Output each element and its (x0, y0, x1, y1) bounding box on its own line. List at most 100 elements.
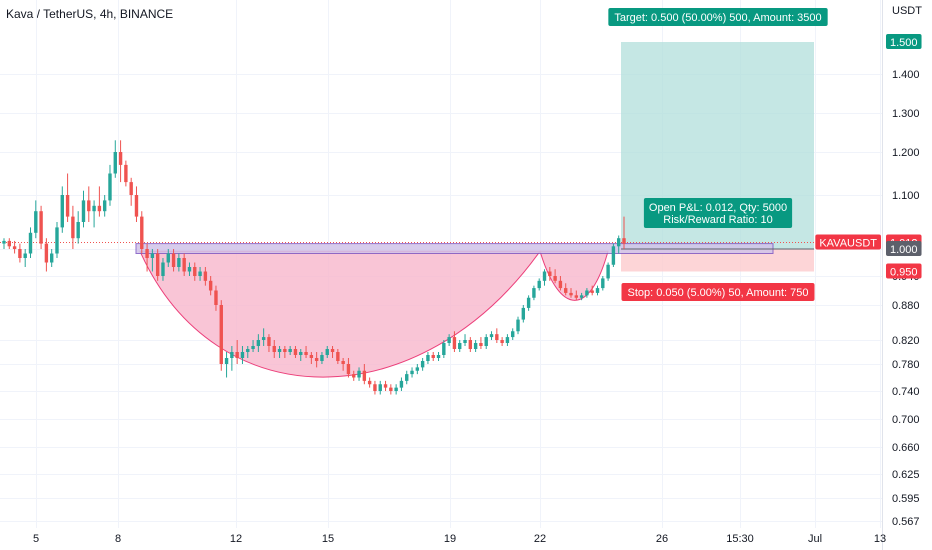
candle-body (182, 258, 186, 272)
candle-body (76, 222, 80, 239)
time-axis[interactable]: 5 8 12 15 19 22 26 15:30 Jul 13 (33, 533, 886, 545)
candle-body (373, 384, 377, 391)
candle (463, 334, 467, 346)
candle-body (511, 331, 515, 338)
candle-body (272, 346, 276, 352)
entry-price-text: 1.000 (890, 244, 918, 256)
candle (97, 186, 102, 217)
candle (458, 340, 462, 352)
price-tick-label: 0.700 (892, 414, 920, 426)
candle (299, 349, 303, 361)
time-tick-label: 15 (322, 533, 334, 545)
candle (426, 352, 430, 364)
candle-body (309, 355, 314, 358)
candle-body (431, 355, 435, 358)
candle (489, 331, 494, 340)
candle (622, 216, 626, 249)
candle (611, 243, 616, 267)
candle-body (23, 253, 27, 258)
candle (129, 177, 133, 206)
candle-body (28, 232, 33, 254)
candle (617, 235, 621, 254)
candle (569, 288, 573, 298)
candle (177, 253, 181, 272)
candle (267, 334, 271, 352)
candle (256, 334, 261, 352)
candle (214, 285, 218, 311)
chart-title: Kava / TetherUS, 4h, BINANCE (6, 7, 174, 21)
candle (383, 380, 388, 391)
candle-body (304, 352, 308, 355)
candle (325, 346, 329, 358)
candle-body (336, 352, 340, 361)
candle-body (177, 258, 181, 267)
time-tick-label: 13 (874, 533, 886, 545)
candle (235, 340, 239, 364)
candle (87, 186, 91, 222)
candle (595, 285, 600, 296)
candle-body (193, 267, 197, 276)
candle (330, 346, 335, 358)
candle-body (283, 349, 287, 352)
candle (81, 190, 86, 228)
candle-body (574, 295, 579, 298)
candle (537, 278, 541, 291)
price-tick-label: 0.780 (892, 359, 920, 371)
stop-price-badge: 0.950 (886, 263, 922, 279)
candle (283, 346, 287, 358)
symbol-text: KAVAUSDT (819, 238, 877, 250)
candle (505, 334, 510, 346)
time-tick-label: 5 (33, 533, 39, 545)
candle (405, 370, 409, 385)
candle-body (352, 374, 356, 378)
price-tick-label: 0.660 (892, 442, 920, 454)
candle (261, 328, 266, 346)
price-tick-label: 0.740 (892, 386, 920, 398)
candle-body (564, 288, 568, 293)
candle (145, 243, 149, 272)
candle (60, 186, 64, 233)
candle (118, 140, 123, 183)
candle-body (34, 211, 38, 233)
candle-body (447, 337, 451, 343)
candle-body (526, 297, 531, 308)
entry-price-badge: 1.000 (886, 241, 922, 256)
candle-body (458, 343, 462, 349)
candle-body (113, 152, 117, 174)
candle (564, 283, 568, 296)
candle (219, 300, 223, 371)
candle-body (299, 352, 303, 355)
candle-body (479, 343, 483, 346)
price-tick-label: 0.595 (892, 493, 920, 505)
price-tick-label: 0.880 (892, 300, 920, 312)
candle-body (261, 337, 266, 340)
candle-body (235, 352, 239, 358)
price-axis[interactable]: 1.4001.3001.2001.1001.0000.9400.8800.820… (892, 69, 920, 528)
candle (150, 249, 155, 272)
candle (495, 328, 499, 343)
candle (394, 384, 398, 395)
candle (473, 340, 478, 352)
candle (516, 316, 520, 335)
candle-body (118, 152, 123, 165)
candle-body (532, 288, 536, 298)
candle-body (569, 292, 573, 296)
candle-body (108, 173, 112, 201)
candle (124, 160, 128, 187)
candle (468, 337, 473, 352)
candle (367, 377, 372, 388)
candles (2, 140, 626, 395)
stop-label: Stop: 0.050 (5.00%) 50, Amount: 750 (621, 283, 815, 301)
candle-body (362, 370, 367, 381)
candle-body (537, 280, 541, 289)
candle-body (622, 238, 626, 244)
candle (346, 358, 351, 378)
candle-body (277, 349, 282, 352)
candle (76, 211, 80, 244)
candle-body (314, 358, 319, 361)
candle (246, 346, 250, 358)
candle (166, 249, 170, 267)
candle-body (590, 290, 594, 293)
candle (108, 164, 112, 206)
